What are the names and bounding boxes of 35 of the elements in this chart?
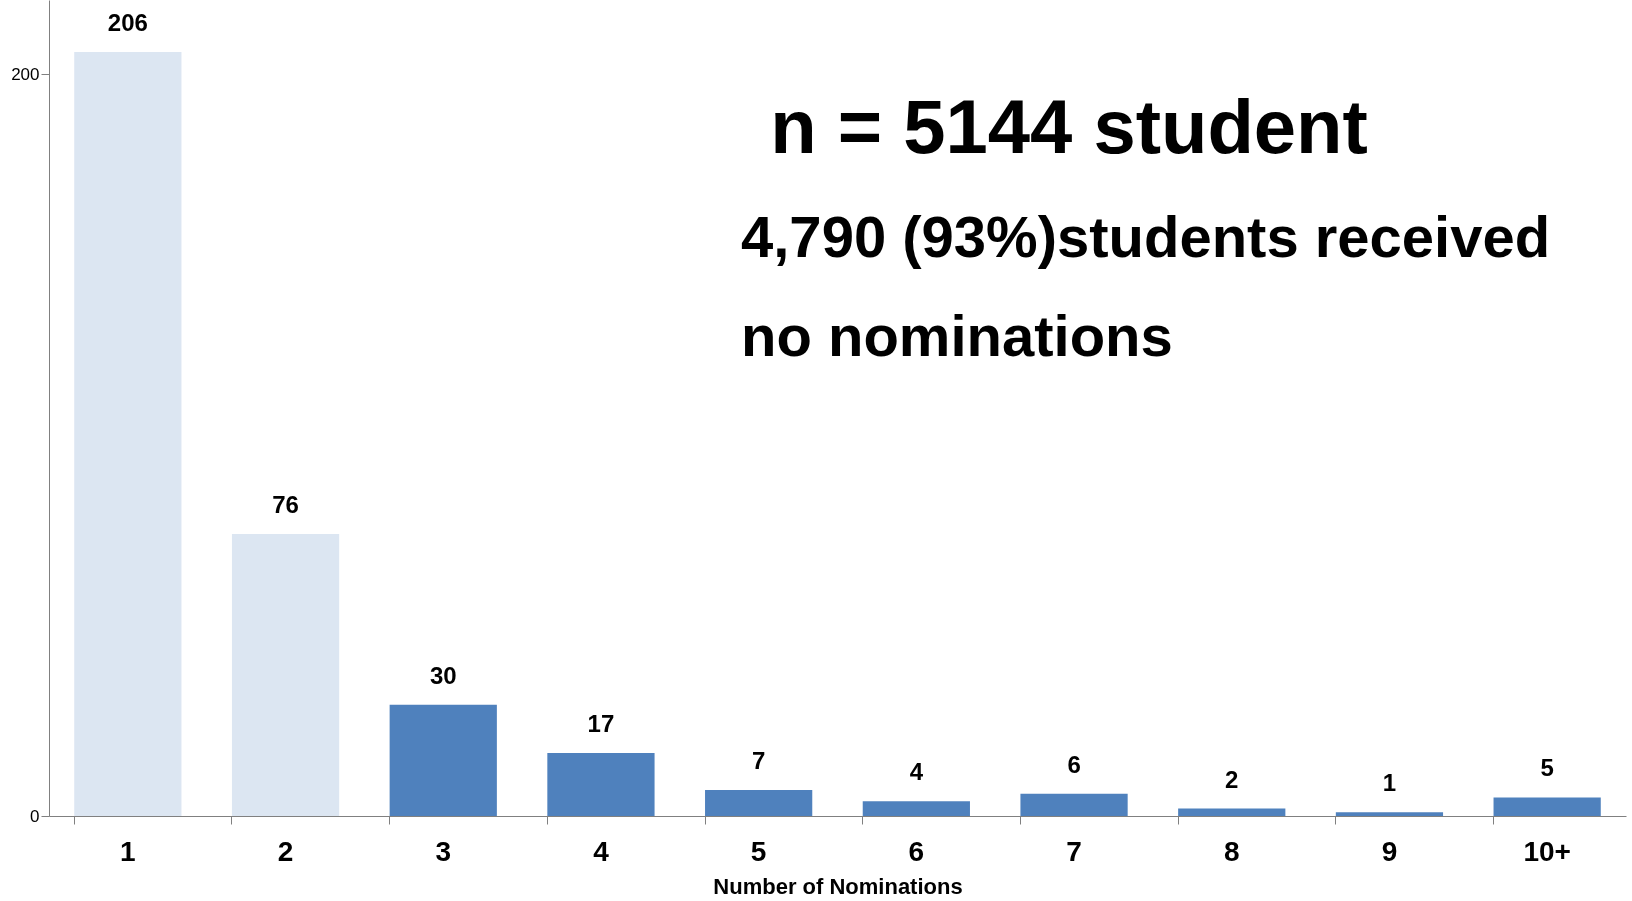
annotation: n = 5144 student bbox=[770, 84, 1368, 169]
x-tick-label: 10+ bbox=[1523, 835, 1571, 867]
data-label: 2 bbox=[1225, 765, 1239, 793]
bar bbox=[1493, 797, 1601, 816]
bar bbox=[74, 51, 182, 816]
data-label: 17 bbox=[587, 709, 615, 737]
x-tick-label: 9 bbox=[1381, 835, 1398, 867]
bar bbox=[705, 790, 813, 816]
data-label: 5 bbox=[1540, 754, 1554, 782]
x-tick-label: 5 bbox=[750, 835, 767, 867]
data-label: 4 bbox=[909, 758, 924, 786]
bar bbox=[389, 704, 497, 816]
bar bbox=[1020, 793, 1128, 816]
x-axis-title: Number of Nominations bbox=[713, 873, 963, 899]
bar bbox=[231, 534, 340, 816]
x-tick-label: 3 bbox=[435, 835, 452, 867]
bar bbox=[1178, 808, 1286, 816]
data-label: 7 bbox=[751, 747, 766, 775]
x-tick-label: 1 bbox=[120, 835, 136, 867]
bar bbox=[1335, 812, 1444, 816]
x-tick-label: 8 bbox=[1223, 835, 1240, 867]
data-label: 30 bbox=[429, 661, 457, 689]
bar bbox=[547, 752, 655, 816]
y-tick-label: 0 bbox=[30, 806, 40, 826]
x-tick-label: 7 bbox=[1066, 835, 1082, 867]
x-tick-label: 6 bbox=[908, 835, 925, 867]
data-label: 1 bbox=[1382, 769, 1397, 797]
data-label: 6 bbox=[1067, 750, 1081, 778]
data-label: 206 bbox=[107, 8, 148, 36]
x-tick-label: 4 bbox=[593, 835, 610, 867]
y-tick-label: 200 bbox=[11, 64, 40, 84]
bar bbox=[862, 801, 970, 816]
annotation: 4,790 (93%)students received no nominations bbox=[741, 204, 1551, 368]
x-tick-label: 2 bbox=[277, 835, 294, 867]
data-label: 76 bbox=[272, 491, 299, 519]
